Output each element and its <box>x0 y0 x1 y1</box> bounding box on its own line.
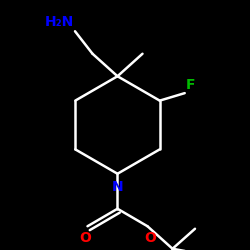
Text: O: O <box>144 231 156 245</box>
Text: F: F <box>186 78 196 92</box>
Text: O: O <box>79 231 91 245</box>
Text: H₂N: H₂N <box>44 15 74 29</box>
Text: N: N <box>112 180 123 194</box>
